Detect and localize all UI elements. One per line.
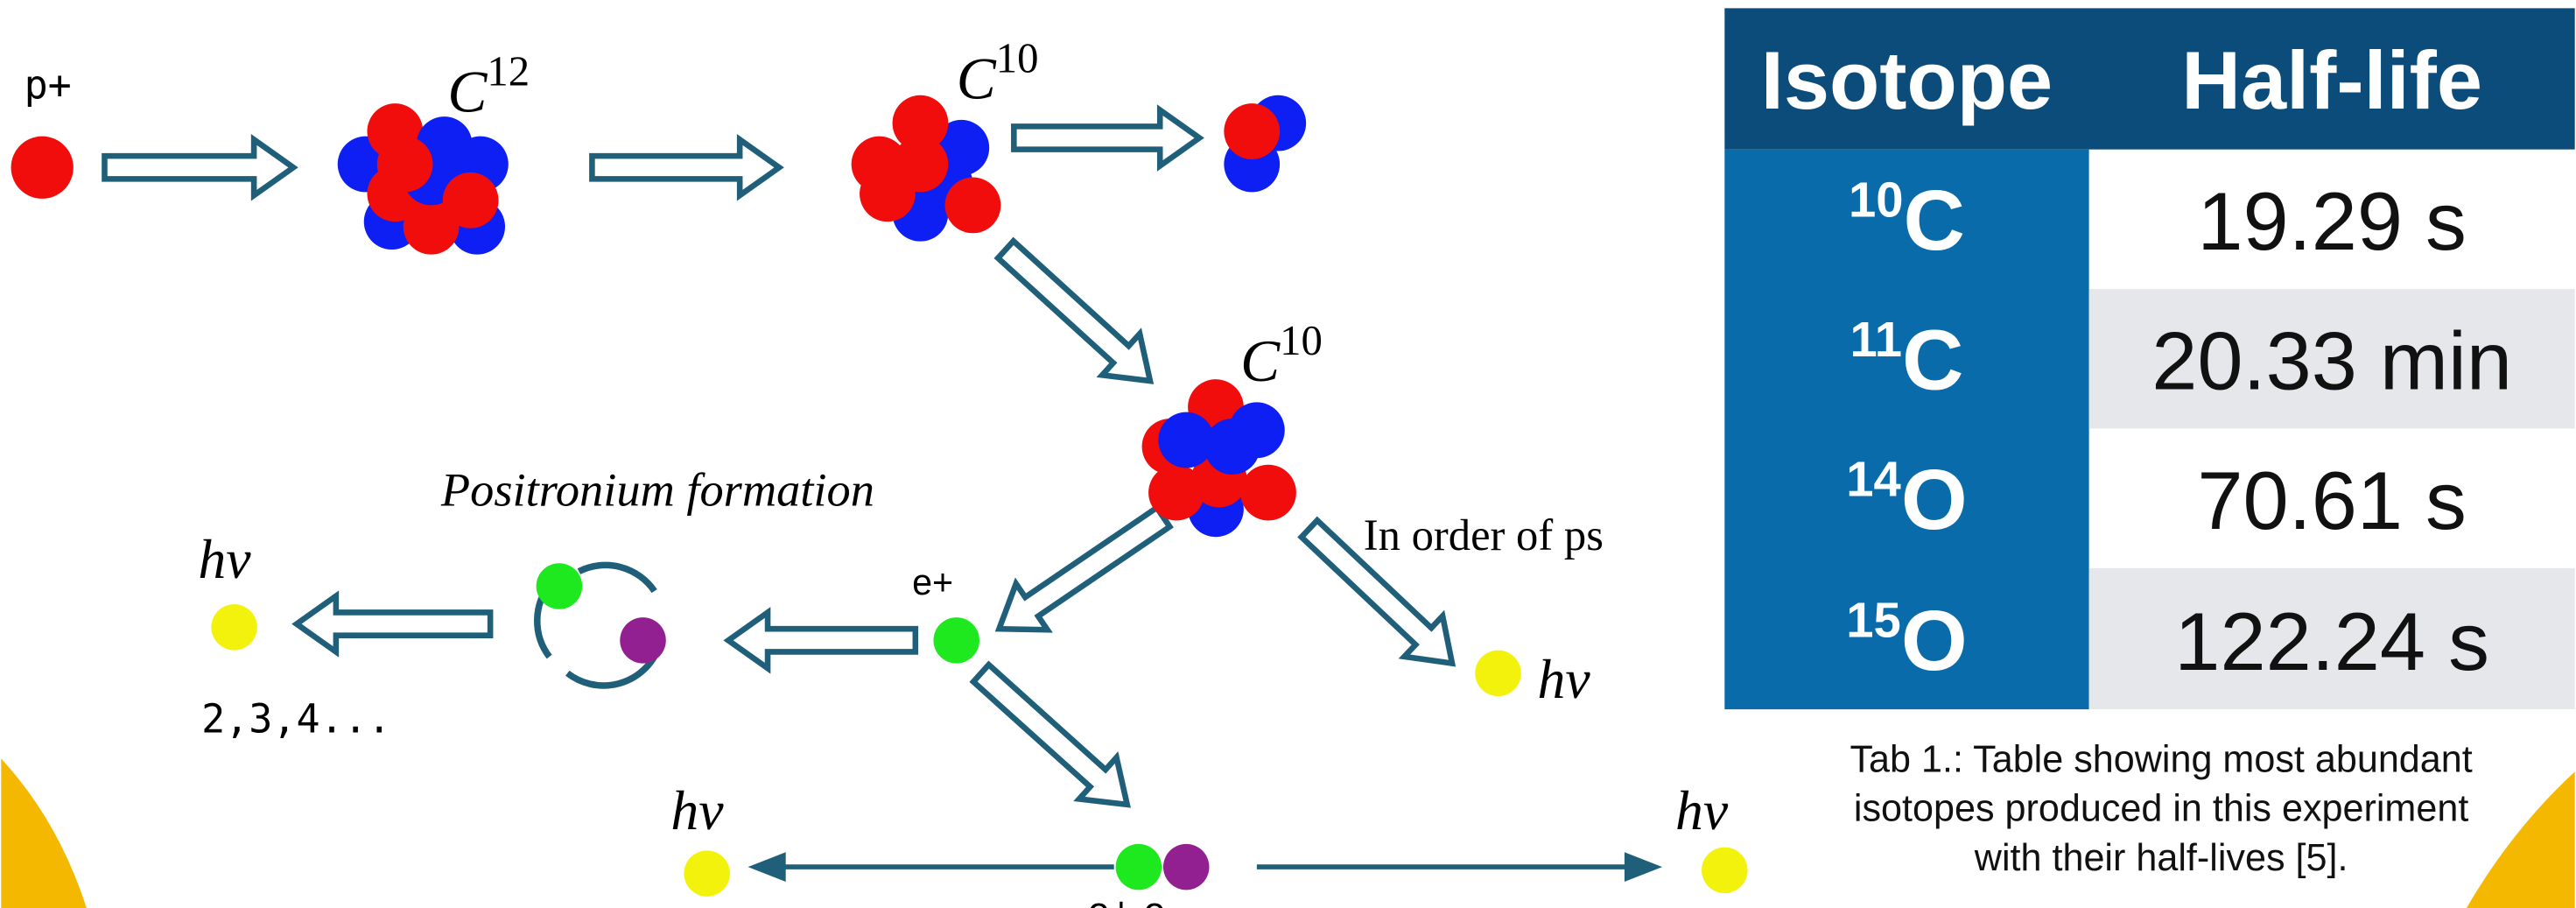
isotope-cell: 11C xyxy=(1850,312,1964,408)
arrow-head xyxy=(748,852,786,882)
electron xyxy=(1162,843,1210,890)
nucleon xyxy=(892,95,949,151)
hollow-arrow xyxy=(1011,104,1204,172)
positron xyxy=(933,617,979,664)
photon xyxy=(1702,847,1748,894)
table-header-cell: Half-life xyxy=(2181,34,2482,126)
nucleon xyxy=(944,177,1001,234)
mass-number: 11 xyxy=(1850,312,1902,367)
arrow-head xyxy=(1624,852,1663,882)
photon xyxy=(211,604,257,651)
positronium-orbit xyxy=(565,649,661,689)
mass-number: 15 xyxy=(1846,593,1901,648)
half-life-cell: 19.29 s xyxy=(2197,175,2467,267)
positron xyxy=(1115,843,1162,890)
mass-number: 10 xyxy=(1280,317,1323,364)
proton-label: p+ xyxy=(25,62,72,109)
nucleon xyxy=(442,172,499,229)
table-row-bg xyxy=(2088,289,2575,429)
nucleon xyxy=(403,198,460,255)
nucleus-label: C10 xyxy=(957,35,1039,112)
count-label: 2,3,4... xyxy=(201,695,391,742)
photon xyxy=(1475,650,1521,697)
element: C xyxy=(957,46,997,112)
hollow-arrow xyxy=(291,590,494,658)
hollow-arrow xyxy=(1297,516,1456,667)
table-caption: with their half-lives [5]. xyxy=(1974,837,2348,879)
element: C xyxy=(447,60,488,125)
nucleus-label: C12 xyxy=(447,48,530,125)
process-label: Positronium formation xyxy=(440,464,874,517)
table-row-bg xyxy=(2088,567,2575,710)
table-caption: Tab 1.: Table showing most abundant xyxy=(1850,738,2472,780)
half-life-cell: 122.24 s xyxy=(2174,595,2489,687)
nucleon xyxy=(376,136,433,193)
nucleus-label: C10 xyxy=(1240,317,1323,394)
element: C xyxy=(1904,172,1965,268)
element: C xyxy=(1240,328,1281,394)
nucleon xyxy=(1240,464,1296,521)
table-column-bg xyxy=(1724,149,2089,710)
table-caption: isotopes produced in this experiment xyxy=(1854,788,2468,830)
corner-decoration xyxy=(2466,771,2575,908)
element: O xyxy=(1901,593,1968,688)
corner-decoration xyxy=(1,758,87,908)
electron xyxy=(620,617,666,664)
table-header-bg xyxy=(1724,8,2575,150)
isotope-cell: 14O xyxy=(1846,451,1967,547)
element: C xyxy=(1902,312,1963,407)
hollow-arrow xyxy=(589,134,784,201)
hollow-arrow xyxy=(723,607,919,674)
proton xyxy=(11,136,74,199)
mass-number: 14 xyxy=(1846,451,1901,506)
nucleon xyxy=(1148,464,1204,521)
photon-label: hν xyxy=(198,528,251,590)
isotope-cell: 10C xyxy=(1849,172,1965,269)
isotope-table xyxy=(1724,8,2575,710)
nucleon xyxy=(1204,419,1260,475)
mass-number: 10 xyxy=(996,35,1039,82)
particle-label: e+ xyxy=(912,562,953,602)
hollow-arrow xyxy=(993,236,1155,384)
process-label: In order of ps xyxy=(1364,510,1604,560)
table-header-cell: Isotope xyxy=(1761,34,2053,126)
mass-number: 10 xyxy=(1849,172,1904,228)
half-life-cell: 70.61 s xyxy=(2197,454,2467,546)
hollow-arrow xyxy=(994,503,1174,633)
isotope-cell: 15O xyxy=(1846,593,1967,689)
photon-label: hν xyxy=(1675,779,1729,841)
element: O xyxy=(1901,452,1968,547)
hollow-arrow xyxy=(102,134,298,201)
positronium-orbit xyxy=(577,561,657,594)
positron xyxy=(536,563,583,609)
nucleon xyxy=(1224,103,1281,159)
photon-label: hν xyxy=(670,779,724,841)
photon-label: hν xyxy=(1538,648,1591,710)
hollow-arrow xyxy=(969,660,1131,808)
half-life-cell: 20.33 min xyxy=(2151,314,2512,406)
mass-number: 12 xyxy=(487,48,530,95)
nucleon xyxy=(1158,412,1215,468)
particle-label: e+ e- xyxy=(1088,889,1179,908)
nucleon xyxy=(892,136,949,193)
photon xyxy=(684,850,730,897)
